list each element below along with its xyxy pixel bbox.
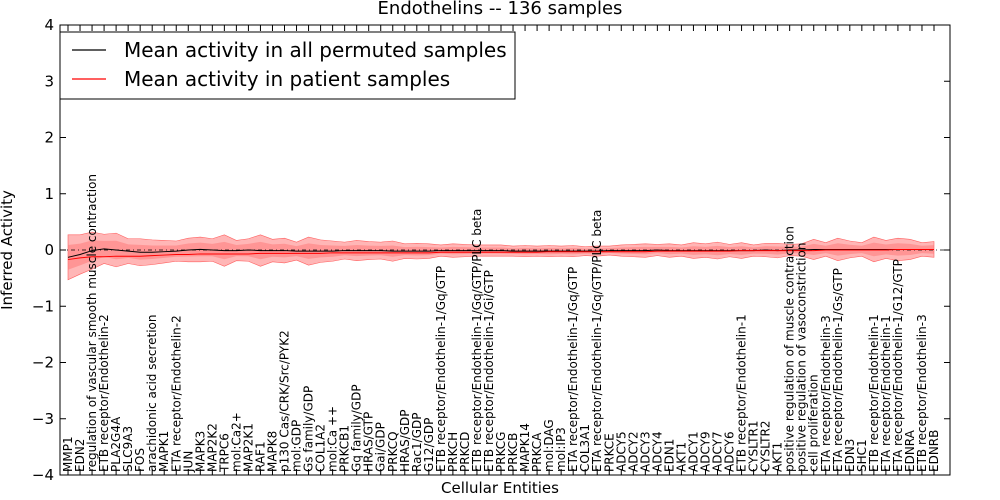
x-tick-label: EDN3 [843,439,857,472]
x-axis-label: Cellular Entities [441,479,559,497]
x-tick-label: ADCY2 [626,431,640,472]
x-tick-label: EDNRB [927,430,941,472]
chart-title: Endothelins -- 136 samples [378,0,623,19]
x-tick-label: ETA receptor/Endothelin-2 [169,315,183,472]
x-tick-label: ETB receptor/Endothelin-1/Gq/GTP/PLC bet… [470,209,484,472]
x-tick-label: arachidonic acid secretion [145,315,159,472]
x-tick-label: G12/GDP [422,418,436,472]
x-tick-label: PRKCH [446,432,460,472]
x-tick-label: ADCY3 [638,431,652,472]
series-patient-line [67,248,934,261]
x-tick-label: AKT1 [771,442,785,472]
y-tick-label: −4 [32,466,54,484]
x-tick-label: FOS [133,448,147,472]
x-tick-label: HRAS/GTP [362,412,376,472]
x-tick-label: PRKCA [530,432,544,472]
x-tick-label: ETB receptor/Endothelin-2 [97,314,111,472]
x-tick-label: MAPK1 [157,431,171,472]
y-tick-label: 2 [44,129,54,147]
x-tick-label: mol:Ca2+ [229,412,243,472]
x-tick-label: ETA receptor/Endothelin-1/Gq/GTP/PLC bet… [590,210,604,472]
x-tick-label: positive regulation of muscle contractio… [783,226,797,472]
band-inner [68,240,934,270]
x-tick-label: CYSLTR2 [759,421,773,472]
x-tick-label: ETB receptor/Endothelin-1 [735,314,749,472]
x-tick-label: p130 Cas/CRK/Src/PYK2 [278,330,292,472]
x-tick-label: ETB receptor/Endothelin-3 [915,314,929,472]
x-tick-label: Gai/GDP [374,422,388,472]
x-tick-label: TRPC6 [217,433,231,473]
x-tick-label: RAF1 [253,441,267,472]
x-tick-label: EDN2 [73,439,87,472]
y-tick-label: 3 [44,72,54,90]
x-tick-label: AKT1 [674,442,688,472]
x-tick-label: PRKCE [602,433,616,472]
x-tick-label: Gs family/GDP [302,386,316,472]
x-tick-label: mol:Ca ++ [326,406,340,472]
x-tick-label: COL3A1 [578,424,592,472]
x-tick-label: PRKCQ [386,431,400,472]
x-tick-label: positive regulation of vasoconstriction [795,243,809,472]
y-tick-label: −3 [32,410,54,428]
x-tick-label: PRKCG [494,432,508,472]
x-tick-label: COL1A2 [314,424,328,472]
y-tick-label: −2 [32,354,54,372]
x-tick-label: ETB receptor/Endothelin-1 [867,314,881,472]
x-tick-label: MAP2K2 [205,423,219,472]
x-tick-label: EDN1 [662,439,676,472]
x-tick-label: HRAS/GDP [398,409,412,472]
x-tick-label: MAP2K1 [241,423,255,472]
x-tick-label: PLA2G4A [109,416,123,472]
x-tick-label: ADCY6 [723,431,737,472]
x-tick-label: CYSLTR1 [747,421,761,472]
x-tick-label: ETA receptor/Endothelin-1/Gq/GTP [566,267,580,472]
legend-box [59,31,516,100]
x-tick-label: ETB receptor/Endothelin-1/Gq/GTP [434,266,448,472]
x-tick-label: EDNRA [903,429,917,472]
x-tick-label: MAPK8 [265,431,279,472]
x-tick-label: ADCY5 [614,431,628,472]
x-tick-label: ETA receptor/Endothelin-1/Gs/GTP [831,268,845,472]
y-tick-label: 4 [44,16,54,34]
x-tick-label: MAPK3 [193,431,207,472]
x-tick-label: MMP1 [61,436,75,472]
x-tick-label: regulation of vascular smooth muscle con… [85,174,99,472]
series-permuted-line [67,248,934,258]
x-tick-label: MAPK14 [518,423,532,472]
x-tick-label: PRKCB [506,433,520,472]
legend-label-patient: Mean activity in patient samples [124,67,450,91]
x-tick-label: mol:GDP [290,420,304,472]
x-tick-label: ETA receptor/Endothelin-1 [879,315,893,472]
x-tick-label: SLC9A3 [121,426,135,472]
x-tick-label: PRKCB1 [338,425,352,472]
y-tick-label: 1 [44,185,54,203]
x-tick-label: ETB receptor/Endothelin-1/Gi/GTP [482,270,496,472]
x-tick-label: ADCY9 [698,431,712,472]
x-tick-label: Rac1/GDP [410,413,424,472]
x-tick-label: JUN [181,451,195,473]
legend: Mean activity in all permuted samples Me… [59,31,516,100]
x-tick-label: ETA receptor/Endothelin-3 [819,315,833,472]
x-tick-label: PRKCD [458,432,472,472]
x-tick-label: cell proliferation [807,374,821,472]
x-tick-label: mol:DAG [542,419,556,472]
legend-label-permuted: Mean activity in all permuted samples [124,38,507,62]
x-tick-label: mol:IP3 [554,427,568,472]
x-tick-label: ADCY4 [650,431,664,472]
x-tick-label: SHC1 [855,439,869,472]
plot-frame [59,24,951,476]
y-tick-label: 0 [44,241,54,259]
x-tick-label: ETA receptor/Endothelin-1/G12/GTP [891,259,905,472]
x-tick-label: ADCY1 [686,431,700,472]
y-axis-label: Inferred Activity [0,190,16,310]
x-tick-label: ADCY7 [711,431,725,472]
x-tick-label: Gq family/GDP [350,384,364,472]
y-tick-label: −1 [32,297,54,315]
